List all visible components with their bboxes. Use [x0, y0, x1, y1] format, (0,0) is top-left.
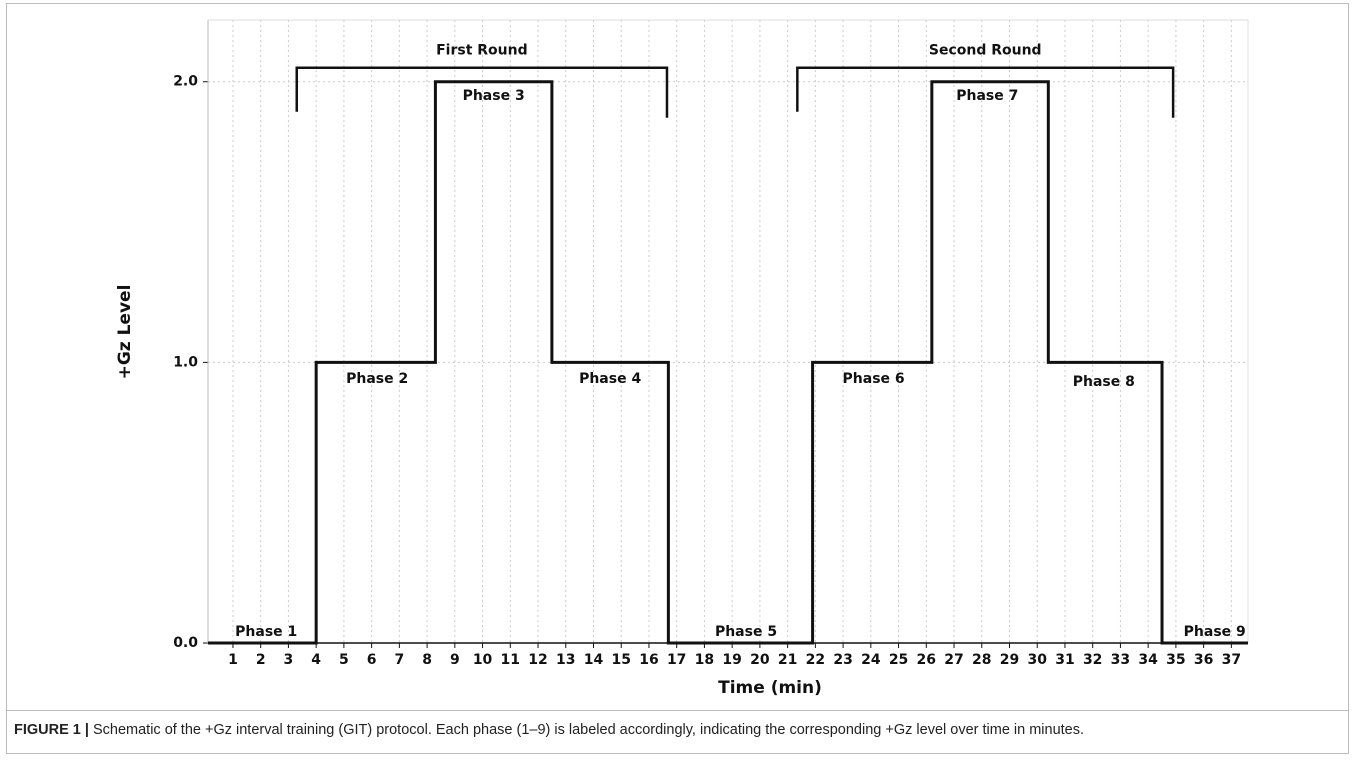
x-tick-label: 35: [1166, 652, 1185, 668]
x-tick-label: 3: [284, 652, 294, 668]
caption: FIGURE 1 | Schematic of the +Gz interval …: [14, 722, 1349, 738]
x-tick-label: 28: [972, 652, 991, 668]
x-tick-label: 6: [367, 652, 377, 668]
x-tick-label: 26: [917, 652, 936, 668]
x-tick-label: 36: [1194, 652, 1213, 668]
x-tick-label: 4: [311, 652, 321, 668]
x-tick-label: 13: [556, 652, 575, 668]
x-tick-label: 34: [1138, 652, 1158, 668]
phase-label: Phase 4: [579, 371, 641, 387]
x-tick-label: 5: [339, 652, 349, 668]
x-tick-label: 12: [528, 652, 547, 668]
x-tick-label: 11: [501, 652, 520, 668]
phase-label: Phase 2: [346, 371, 408, 387]
caption-label: FIGURE 1 |: [14, 722, 89, 738]
x-tick-label: 23: [833, 652, 852, 668]
phase-label: Phase 3: [463, 88, 525, 104]
phase-label: Phase 8: [1073, 374, 1135, 390]
x-tick-label: 21: [778, 652, 797, 668]
x-tick-label: 10: [473, 652, 493, 668]
x-tick-label: 20: [750, 652, 770, 668]
caption-text: Schematic of the +Gz interval training (…: [92, 722, 1085, 738]
x-tick-label: 16: [639, 652, 658, 668]
bracket-label: Second Round: [929, 43, 1042, 59]
x-tick-label: 22: [806, 652, 825, 668]
phase-label: Phase 5: [715, 624, 777, 640]
x-tick-label: 25: [889, 652, 908, 668]
bracket: [796, 66, 1175, 118]
x-tick-label: 15: [611, 652, 630, 668]
y-tick-label: 2.0: [173, 74, 198, 90]
x-tick-label: 14: [584, 652, 604, 668]
x-tick-label: 18: [695, 652, 714, 668]
x-tick-label: 31: [1055, 652, 1074, 668]
x-tick-label: 2: [256, 652, 266, 668]
x-tick-label: 19: [722, 652, 741, 668]
phase-label: Phase 9: [1184, 624, 1246, 640]
x-tick-label: 9: [450, 652, 460, 668]
chart: Time (min) +Gz Level 1 2 3 4 5 6 7 8 9 10 11 12 13 14…: [115, 19, 1249, 698]
bracket: [295, 66, 669, 118]
phase-label: Phase 6: [843, 371, 905, 387]
x-tick-label: 7: [394, 652, 404, 668]
y-axis-label: +Gz Level: [115, 285, 135, 380]
phase-label: Phase 7: [956, 88, 1018, 104]
x-tick-label: 8: [422, 652, 432, 668]
y-tick-label: 0.0: [173, 635, 198, 651]
phase-label: Phase 1: [235, 624, 297, 640]
x-axis-label: Time (min): [718, 678, 822, 698]
x-tick-label: 29: [1000, 652, 1019, 668]
bracket-label: First Round: [436, 43, 528, 59]
x-tick-label: 24: [861, 652, 881, 668]
x-tick-label: 30: [1027, 652, 1047, 668]
x-tick-label: 27: [944, 652, 963, 668]
caption-separator: [6, 710, 1349, 711]
x-tick-label: 33: [1111, 652, 1130, 668]
x-tick-label: 17: [667, 652, 686, 668]
y-tick-label: 1.0: [173, 354, 198, 370]
x-tick-label: 37: [1222, 652, 1241, 668]
x-tick-label: 1: [228, 652, 238, 668]
step-line: [208, 80, 1248, 645]
x-tick-label: 32: [1083, 652, 1102, 668]
figure-frame: [6, 3, 1349, 754]
